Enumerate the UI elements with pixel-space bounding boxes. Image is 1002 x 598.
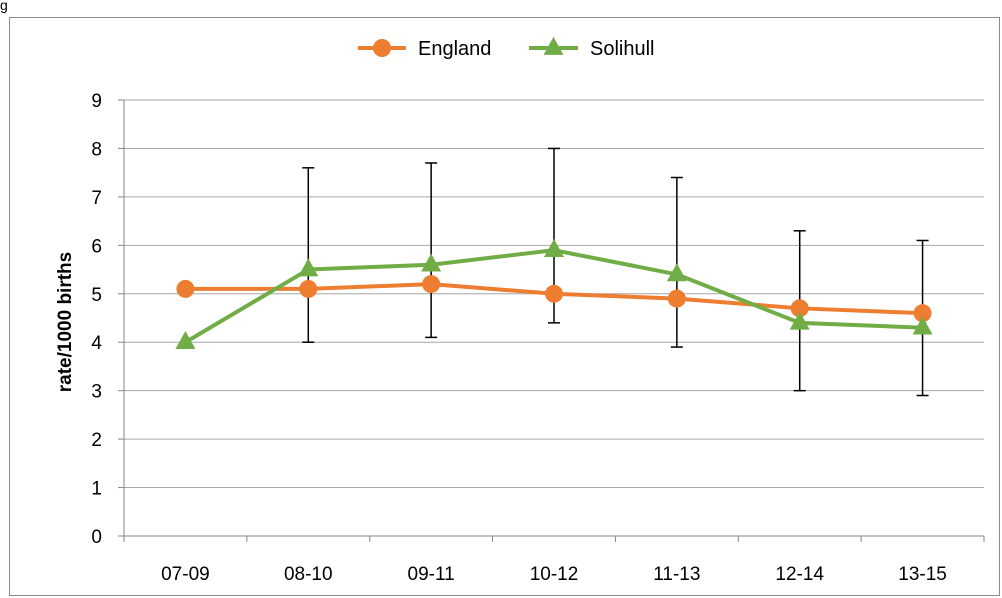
y-tick-label: 5 <box>91 285 102 306</box>
data-point-solihull <box>666 263 687 282</box>
y-tick-label: 6 <box>91 236 102 257</box>
data-point-solihull <box>912 316 933 335</box>
data-point-solihull <box>298 258 319 277</box>
x-tick-label: 07-09 <box>161 564 210 585</box>
legend: England Solihull <box>358 36 654 60</box>
data-point-england <box>299 279 318 298</box>
legend-marker-england <box>373 39 391 57</box>
y-tick-label: 3 <box>91 382 102 403</box>
x-tick-label: 08-10 <box>284 564 333 585</box>
data-point-england <box>913 304 932 323</box>
y-axis-title: rate/1000 births <box>55 252 76 392</box>
axes <box>118 99 985 542</box>
tick-labels: 0 1 2 3 4 5 6 7 8 9 07-09 08-10 09-11 10-12 11-13 12-14… <box>91 91 946 585</box>
error-bars <box>302 147 929 397</box>
x-tick-label: 12-14 <box>775 564 824 585</box>
data-point-solihull <box>175 331 196 350</box>
data-point-england <box>422 275 441 294</box>
y-tick-label: 0 <box>91 527 102 548</box>
y-tick-label: 2 <box>91 430 102 451</box>
y-tick-label: 9 <box>91 91 102 112</box>
y-tick-label: 4 <box>91 333 102 354</box>
corner-label: g <box>0 0 8 13</box>
x-tick-label: 10-12 <box>530 564 579 585</box>
y-tick-label: 8 <box>91 139 102 160</box>
series <box>175 239 933 350</box>
x-tick-label: 11-13 <box>653 564 700 585</box>
data-point-solihull <box>421 253 442 272</box>
y-tick-label: 1 <box>91 479 102 500</box>
x-tick-label: 13-15 <box>898 564 947 585</box>
data-point-england <box>176 279 195 298</box>
legend-label-england: England <box>418 38 491 60</box>
x-tick-label: 09-11 <box>408 564 455 585</box>
legend-label-solihull: Solihull <box>590 38 654 60</box>
legend-marker-solihull <box>543 36 564 55</box>
data-point-england <box>667 289 686 308</box>
y-tick-label: 7 <box>91 188 102 209</box>
data-point-england <box>790 299 809 318</box>
data-point-england <box>545 284 563 303</box>
chart-frame <box>9 17 1000 596</box>
data-point-solihull <box>789 311 810 330</box>
data-point-solihull <box>544 239 564 258</box>
